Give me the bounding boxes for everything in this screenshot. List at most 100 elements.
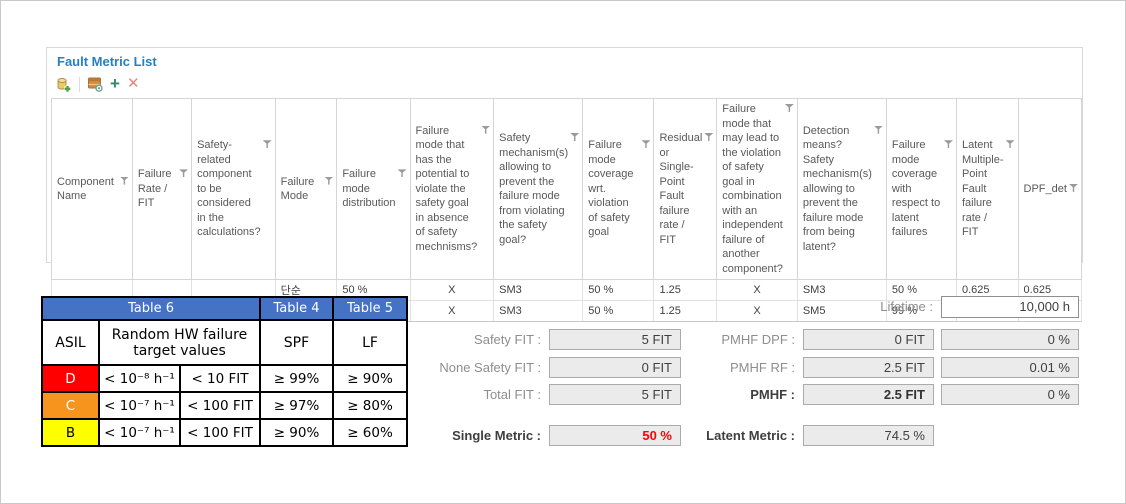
cell-coverage-latent[interactable]: 99 % — [885, 300, 957, 323]
asil-c-badge: C — [41, 391, 100, 420]
table6-header: Table 6 — [41, 296, 261, 321]
asil-row-c: C < 10⁻⁷ h⁻¹ < 100 FIT ≥ 97% ≥ 80% — [41, 391, 408, 420]
filter-icon[interactable] — [1069, 183, 1078, 192]
latent-metric-field[interactable]: 74.5 % — [803, 425, 934, 446]
col-header-coverage-latent: Failure mode coverage with respect to la… — [885, 97, 957, 281]
add-icon[interactable]: + — [110, 74, 120, 93]
cell-residual-fit[interactable]: 1.25 — [653, 279, 718, 302]
add-table-row-icon[interactable] — [87, 76, 103, 92]
cell-residual-fit[interactable]: 1.25 — [653, 300, 718, 323]
single-metric-row: Single Metric : 50 % — [431, 425, 681, 446]
single-metric-field[interactable]: 50 % — [549, 425, 681, 446]
col-header-safety-related: Safety-related component to be considere… — [191, 97, 276, 281]
asil-b-spf: ≥ 90% — [259, 418, 334, 447]
pmhf-dpf-pct-field[interactable]: 0 % — [941, 329, 1079, 350]
asil-b-rate: < 10⁻⁷ h⁻¹ — [98, 418, 181, 447]
panel-title: Fault Metric List — [57, 54, 157, 69]
pmhf-pct-field[interactable]: 0 % — [941, 384, 1079, 405]
pmhf-rf-pct-field[interactable]: 0.01 % — [941, 357, 1079, 378]
filter-icon[interactable] — [641, 140, 651, 149]
fault-metric-grid: Component Name Failure Rate / FIT Safety… — [51, 97, 1083, 323]
col-header-latent-mpf-fit: Latent Multiple-Point Fault failure rate… — [955, 97, 1019, 281]
pmhf-label: PMHF : — [750, 387, 795, 402]
col-header-failure-mode: Failure Mode — [274, 97, 338, 281]
cell-distribution[interactable]: 50 % — [336, 279, 411, 302]
filter-icon[interactable] — [397, 169, 407, 178]
cell-coverage-sg[interactable]: 50 % — [582, 300, 655, 323]
cell-coverage-sg[interactable]: 50 % — [582, 279, 655, 302]
cell-coverage-latent[interactable]: 50 % — [885, 279, 957, 302]
col-header-dpf-det: DPF_det — [1017, 97, 1083, 281]
asil-c-spf: ≥ 97% — [259, 391, 334, 420]
pmhf-dpf-fit-field[interactable]: 0 FIT — [803, 329, 934, 350]
filter-icon[interactable] — [704, 133, 714, 142]
cell-dual-point[interactable]: X — [716, 300, 798, 323]
safety-fit-row: Safety FIT : 5 FIT — [431, 329, 681, 350]
col-header-safety-mechanism: Safety mechanism(s) allowing to prevent … — [493, 97, 584, 281]
asil-column-header: ASIL — [41, 319, 100, 366]
filter-icon[interactable] — [262, 140, 272, 149]
asil-target-table: Table 6 Table 4 Table 5 ASIL Random HW f… — [41, 296, 408, 447]
filter-icon[interactable] — [873, 125, 883, 134]
delete-icon[interactable]: ✕ — [126, 75, 140, 92]
add-database-icon[interactable] — [55, 76, 72, 93]
single-metric-label: Single Metric : — [452, 428, 541, 443]
none-safety-fit-label: None Safety FIT : — [439, 360, 541, 375]
asil-d-rate: < 10⁻⁸ h⁻¹ — [98, 364, 181, 393]
cell-failure-mode[interactable]: 단순 — [274, 279, 338, 302]
pmhf-row: PMHF : 2.5 FIT 0 % — [641, 384, 1079, 405]
cell-dual-point[interactable]: X — [716, 279, 798, 302]
cell-violates-sg[interactable]: X — [409, 279, 495, 302]
toolbar-separator — [79, 76, 80, 92]
filter-icon[interactable] — [1005, 140, 1015, 149]
none-safety-fit-field[interactable]: 0 FIT — [549, 357, 681, 378]
cell-violates-sg[interactable]: X — [409, 300, 495, 323]
table4-header: Table 4 — [259, 296, 334, 321]
lf-header: LF — [332, 319, 408, 366]
fault-metric-panel: Fault Metric List — [46, 47, 1083, 323]
latent-metric-row: Latent Metric : 74.5 % — [641, 425, 934, 446]
toolbar: + ✕ — [55, 74, 140, 94]
asil-d-fit: < 10 FIT — [179, 364, 261, 393]
pmhf-dpf-label: PMHF DPF : — [721, 332, 795, 347]
random-hw-header: Random HW failure target values — [98, 319, 261, 366]
col-header-fm-violates-sg: Failure mode that has the potential to v… — [409, 97, 495, 281]
filter-icon[interactable] — [179, 169, 189, 178]
filter-icon[interactable] — [481, 125, 491, 134]
cell-detection-means[interactable]: SM5 — [796, 300, 887, 323]
table5-header: Table 5 — [332, 296, 408, 321]
cell-safety-mechanism[interactable]: SM3 — [493, 300, 584, 323]
col-header-dual-point: Failure mode that may lead to the violat… — [716, 97, 798, 281]
col-header-failure-rate: Failure Rate / FIT — [131, 97, 193, 281]
filter-icon[interactable] — [570, 133, 580, 142]
col-header-component-name: Component Name — [51, 97, 133, 281]
lifetime-label: Lifetime : — [880, 299, 933, 314]
col-header-residual-fit: Residual or Single-Point Fault failure r… — [653, 97, 718, 281]
asil-b-badge: B — [41, 418, 100, 447]
pmhf-dpf-row: PMHF DPF : 0 FIT 0 % — [641, 329, 1079, 350]
safety-fit-label: Safety FIT : — [474, 332, 541, 347]
pmhf-fit-field[interactable]: 2.5 FIT — [803, 384, 934, 405]
col-header-detection-means: Detection means? Safety mechanism(s) all… — [796, 97, 887, 281]
asil-c-fit: < 100 FIT — [179, 391, 261, 420]
col-header-fm-distribution: Failure mode distribution — [336, 97, 411, 281]
asil-d-lf: ≥ 90% — [332, 364, 408, 393]
filter-icon[interactable] — [119, 176, 129, 185]
cell-safety-mechanism[interactable]: SM3 — [493, 279, 584, 302]
asil-c-lf: ≥ 80% — [332, 391, 408, 420]
total-fit-field[interactable]: 5 FIT — [549, 384, 681, 405]
spf-header: SPF — [259, 319, 334, 366]
filter-icon[interactable] — [943, 140, 953, 149]
filter-icon[interactable] — [324, 176, 334, 185]
pmhf-rf-fit-field[interactable]: 2.5 FIT — [803, 357, 934, 378]
none-safety-fit-row: None Safety FIT : 0 FIT — [431, 357, 681, 378]
latent-metric-label: Latent Metric : — [706, 428, 795, 443]
pmhf-rf-label: PMHF RF : — [730, 360, 795, 375]
filter-icon[interactable] — [784, 104, 794, 112]
asil-row-b: B < 10⁻⁷ h⁻¹ < 100 FIT ≥ 90% ≥ 60% — [41, 418, 408, 447]
safety-fit-field[interactable]: 5 FIT — [549, 329, 681, 350]
lifetime-input[interactable]: 10,000 h — [941, 295, 1079, 318]
asil-row-d: D < 10⁻⁸ h⁻¹ < 10 FIT ≥ 99% ≥ 90% — [41, 364, 408, 393]
asil-b-fit: < 100 FIT — [179, 418, 261, 447]
